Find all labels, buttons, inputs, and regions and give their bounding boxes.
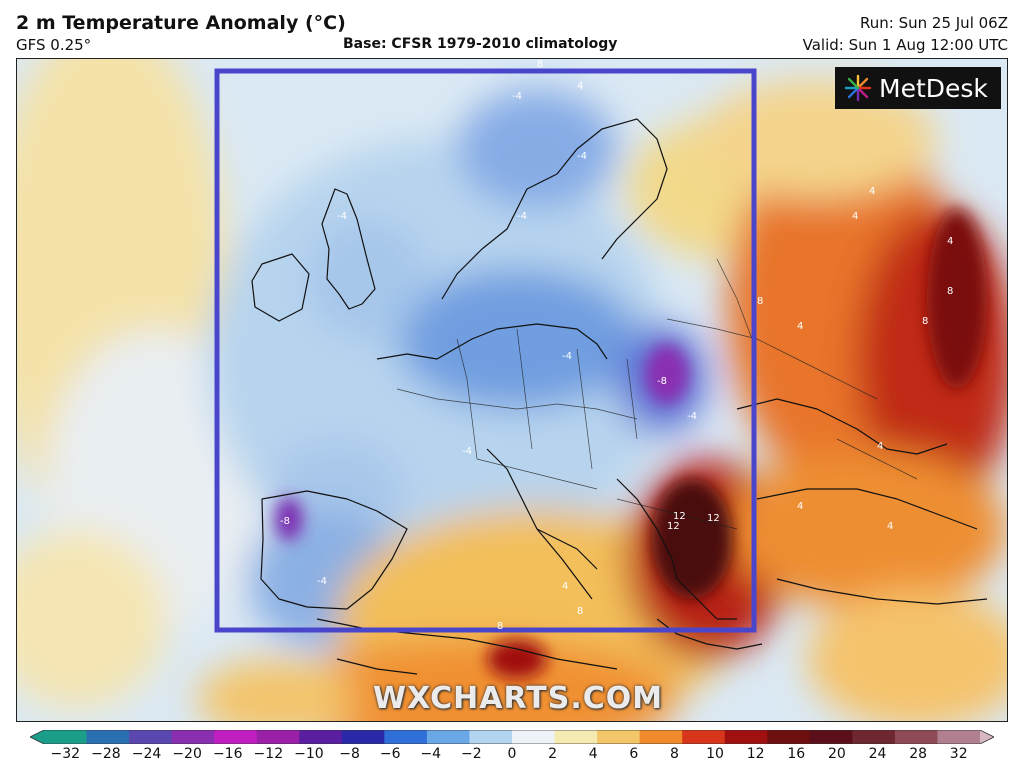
contour-label: -8 [280,516,290,527]
valid-time-label: Valid: Sun 1 Aug 12:00 UTC [802,36,1008,54]
chart-title: 2 m Temperature Anomaly (°C) [16,12,346,34]
contour-label: -4 [687,411,697,422]
colorbar-segment [809,730,853,744]
anomaly-map: 8 4 -4 -4 -4 -4 -4 -4 -8 -4 -8 -4 4 4 4 … [17,59,1007,721]
contour-label: 8 [537,59,543,70]
colorbar-segment [171,730,215,744]
contour-label: 4 [887,521,893,532]
colorbar-segment [894,730,938,744]
contour-labels: 8 4 -4 -4 -4 -4 -4 -4 -8 -4 -8 -4 4 4 4 … [280,59,953,632]
colorbar-segment [469,730,513,744]
run-time-label: Run: Sun 25 Jul 06Z [860,14,1008,32]
colorbar-segment [86,730,130,744]
colorbar-tick-label: 20 [827,746,846,762]
colorbar-segment [937,730,981,744]
contour-label: -4 [577,151,587,162]
region-highlight-box [214,68,757,633]
colorbar-tick-labels: −32 −28 −24 −20 −16 −12 −10 −8 −6 −4 −2 0 2 4 6 8 10 12 16… [0,746,1024,768]
contour-label: 8 [757,296,763,307]
colorbar-segment [512,730,556,744]
contour-label: 4 [947,236,953,247]
contour-label: 8 [497,621,503,632]
colorbar-segment [682,730,726,744]
colorbar-tick-label: −24 [131,746,162,762]
wxcharts-watermark: WXCHARTS.COM [373,681,664,716]
colorbar-right-arrow [980,730,994,744]
colorbar-tick-label: 6 [629,746,639,762]
colorbar-tick-label: 2 [548,746,558,762]
colorbar-tick-label: −10 [294,746,324,762]
colorbar-segment [384,730,428,744]
contour-label: 8 [922,316,928,327]
colorbar-tick-label: −12 [253,746,284,762]
colorbar-tick-label: −32 [50,746,81,762]
colorbar-tick-label: −2 [461,746,482,762]
colorbar-tick-label: 4 [588,746,598,762]
metdesk-logo: MetDesk [835,67,1001,109]
contour-label: 8 [947,286,953,297]
contour-label: 4 [562,581,568,592]
contour-label: 12 [707,513,720,524]
colorbar-tick-label: 10 [706,746,724,762]
contour-label: 12 [673,511,686,522]
metdesk-logo-text: MetDesk [879,73,988,103]
contour-label: 12 [667,521,680,532]
colorbar-segment [767,730,811,744]
colorbar-segment [852,730,896,744]
colorbar-tick-label: −8 [339,746,360,762]
contour-label: -4 [462,446,472,457]
contour-label: 4 [877,441,883,452]
contour-label: 4 [577,81,583,92]
contour-label: 8 [577,606,583,617]
contour-label: -8 [657,376,667,387]
colorbar-segment [639,730,683,744]
colorbar-tick-label: −20 [172,746,202,762]
coastlines [251,118,988,675]
colorbar-tick-label: −4 [420,746,442,762]
colorbar-tick-label: −16 [212,746,243,762]
colorbar-tick-label: −6 [379,746,401,762]
contour-label: -4 [517,211,527,222]
anomaly-cores [275,209,987,679]
colorbar-tick-label: 16 [787,746,806,762]
colorbar-segment [214,730,258,744]
colorbar-segment [554,730,598,744]
base-climatology-label: Base: CFSR 1979-2010 climatology [343,36,618,52]
colorbar-tick-label: −28 [91,746,121,762]
colorbar-tick-label: 8 [669,746,679,762]
contour-label: -4 [562,351,572,362]
colorbar-segment [299,730,343,744]
colorbar-segment [44,730,88,744]
colorbar-tick-label: 12 [746,746,765,762]
map-panel[interactable]: 8 4 -4 -4 -4 -4 -4 -4 -8 -4 -8 -4 4 4 4 … [16,58,1008,722]
colorbar-tick-label: 24 [868,746,887,762]
contour-label: -4 [512,91,522,102]
colorbar-tick-label: 0 [507,746,517,762]
contour-label: 4 [852,211,858,222]
colorbar-segment [256,730,300,744]
contour-label: -4 [317,576,327,587]
contour-label: 4 [869,186,875,197]
colorbar-segment [341,730,385,744]
colorbar-segment [724,730,768,744]
colorbar [30,730,994,744]
colorbar-segment [426,730,470,744]
country-borders [396,258,918,530]
colorbar-left-arrow [30,730,44,744]
metdesk-burst-icon [844,74,872,102]
colorbar-segment [597,730,641,744]
colorbar-tick-label: 32 [949,746,968,762]
contour-label: -4 [337,211,347,222]
colorbar-segment [129,730,173,744]
model-label: GFS 0.25° [16,36,92,54]
colorbar-tick-label: 28 [909,746,928,762]
contour-label: 4 [797,501,803,512]
contour-label: 4 [797,321,803,332]
